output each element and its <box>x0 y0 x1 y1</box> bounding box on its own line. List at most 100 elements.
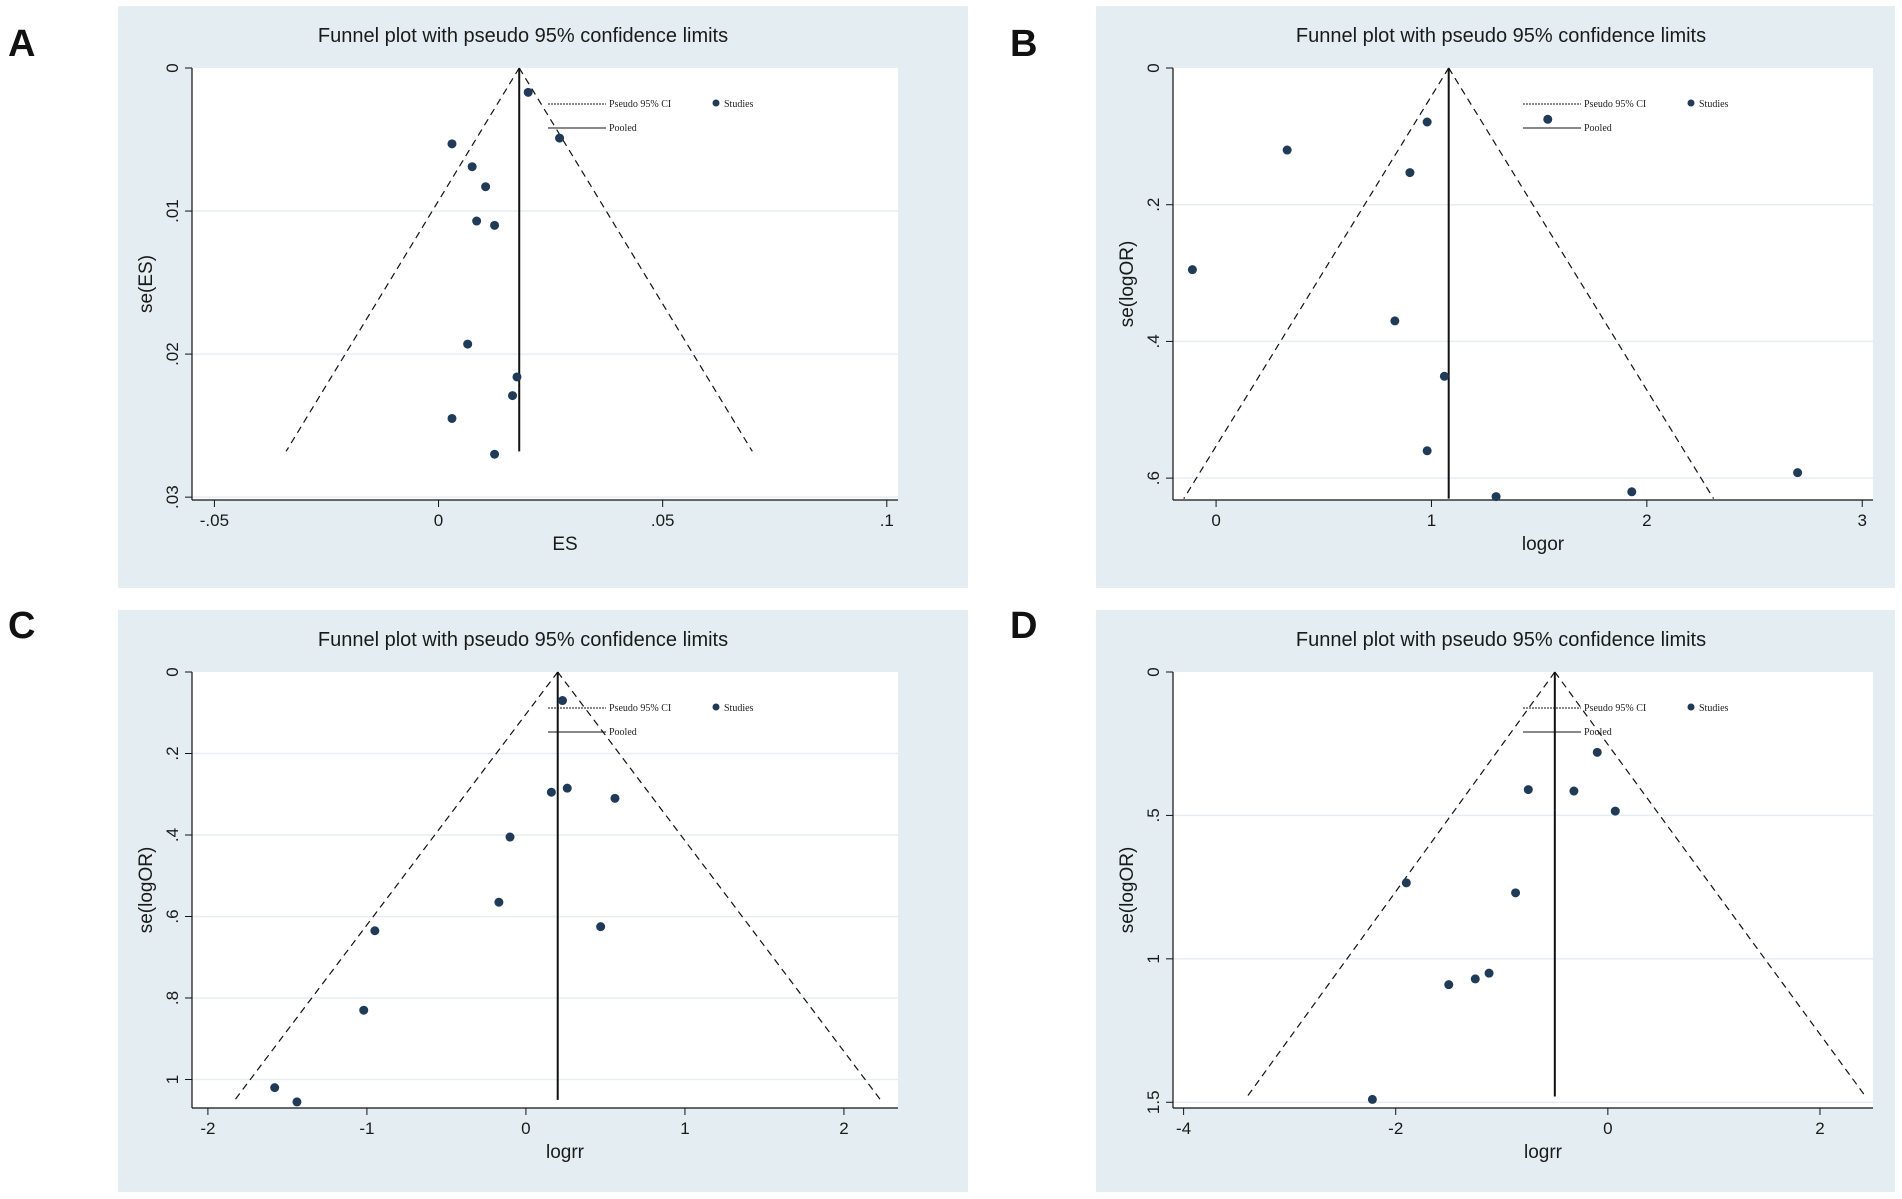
study-point <box>1793 468 1803 478</box>
legend-studies-label: Studies <box>724 99 754 110</box>
ci-left-line <box>1183 67 1450 499</box>
plot-title: Funnel plot with pseudo 95% confidence l… <box>1296 25 1706 47</box>
study-point <box>596 922 606 932</box>
study-point <box>1405 168 1415 178</box>
study-point <box>505 832 515 842</box>
study-point <box>1511 888 1521 898</box>
x-tick-label: 1 <box>1427 511 1436 530</box>
x-tick-label: -.05 <box>200 511 229 530</box>
legend-pooled-label: Pooled <box>609 727 637 738</box>
y-axis-title: se(ES) <box>136 255 157 313</box>
study-point <box>1367 1094 1377 1104</box>
x-tick-label: 3 <box>1857 511 1866 530</box>
study-point <box>490 220 500 230</box>
funnel-panel-b: B Funnel plot with pseudo 95% confidence … <box>1010 6 1895 588</box>
study-point <box>555 133 565 143</box>
plot-area <box>1173 68 1873 500</box>
panel-letter: A <box>8 23 35 65</box>
study-point <box>359 1005 369 1015</box>
ci-right-line <box>557 671 881 1101</box>
legend-pooled-label: Pooled <box>609 123 637 134</box>
study-point <box>557 696 567 706</box>
y-tick-label: 1 <box>1144 954 1163 963</box>
plot-area <box>192 68 898 500</box>
x-tick-label: 0 <box>1603 1119 1612 1138</box>
y-tick-label: .5 <box>1144 808 1163 822</box>
panel-letter: D <box>1010 605 1037 647</box>
study-point <box>1470 974 1480 984</box>
legend-studies-marker <box>712 703 720 711</box>
x-tick-label: -4 <box>1176 1119 1191 1138</box>
ci-right-line <box>518 67 753 452</box>
y-tick-label: .4 <box>1144 334 1163 348</box>
y-tick-label: 0 <box>1144 667 1163 676</box>
funnel-panel-d: D Funnel plot with pseudo 95% confidence … <box>1010 605 1895 1192</box>
x-axis-title: logor <box>1522 534 1565 555</box>
y-tick-label: 1.5 <box>1144 1090 1163 1114</box>
study-point <box>1401 878 1411 888</box>
study-point <box>1610 806 1620 816</box>
panel-letter: C <box>8 605 35 647</box>
legend-ci-label: Pseudo 95% CI <box>609 703 671 714</box>
x-tick-label: -2 <box>200 1119 215 1138</box>
study-point <box>270 1083 280 1093</box>
study-point <box>1484 968 1494 978</box>
legend-pooled-label: Pooled <box>1584 123 1612 134</box>
legend-studies-label: Studies <box>724 703 754 714</box>
study-point <box>481 182 491 192</box>
study-point <box>292 1097 302 1107</box>
x-tick-label: 1 <box>680 1119 689 1138</box>
study-point <box>1422 117 1432 127</box>
study-point <box>562 783 572 793</box>
legend-studies-label: Studies <box>1699 99 1729 110</box>
study-point <box>1390 316 1400 326</box>
legend-ci-label: Pseudo 95% CI <box>1584 99 1646 110</box>
ci-left-line <box>234 671 559 1101</box>
legend-studies-marker <box>1687 99 1695 107</box>
plot-area <box>192 672 898 1108</box>
y-tick-label: .02 <box>163 342 182 366</box>
y-tick-label: .2 <box>163 746 182 760</box>
x-tick-label: .05 <box>651 511 675 530</box>
study-point <box>508 391 518 401</box>
study-point <box>1523 785 1533 795</box>
y-tick-label: .8 <box>163 991 182 1005</box>
study-point <box>1444 980 1454 990</box>
study-point <box>1592 747 1602 757</box>
study-point <box>494 897 504 907</box>
study-point <box>1491 492 1501 502</box>
study-point <box>490 449 500 459</box>
x-tick-label: -1 <box>359 1119 374 1138</box>
plot-title: Funnel plot with pseudo 95% confidence l… <box>318 25 728 47</box>
study-point <box>523 87 533 97</box>
x-tick-label: 0 <box>434 511 443 530</box>
plot-title: Funnel plot with pseudo 95% confidence l… <box>1296 629 1706 651</box>
study-point <box>1569 786 1579 796</box>
y-axis-title: se(logOR) <box>136 847 157 934</box>
x-axis-title: logrr <box>546 1142 585 1163</box>
x-tick-label: 0 <box>521 1119 530 1138</box>
y-tick-label: .2 <box>1144 198 1163 212</box>
study-point <box>447 139 457 149</box>
y-axis-title: se(logOR) <box>1117 847 1138 934</box>
y-tick-label: .03 <box>163 485 182 509</box>
legend-pooled-label: Pooled <box>1584 727 1612 738</box>
study-point <box>1282 145 1292 155</box>
ci-right-line <box>1448 67 1715 499</box>
plot-area <box>1173 672 1873 1108</box>
x-tick-label: 0 <box>1211 511 1220 530</box>
x-tick-label: 2 <box>839 1119 848 1138</box>
ci-left-line <box>285 67 520 452</box>
y-tick-label: .4 <box>163 828 182 842</box>
study-point <box>610 793 620 803</box>
panel-letter: B <box>1010 23 1037 65</box>
study-point <box>1627 487 1637 497</box>
legend-studies-marker <box>1687 703 1695 711</box>
x-tick-label: 2 <box>1815 1119 1824 1138</box>
funnel-panel-c: C Funnel plot with pseudo 95% confidence … <box>8 605 968 1192</box>
x-tick-label: -2 <box>1388 1119 1403 1138</box>
y-tick-label: .01 <box>163 199 182 223</box>
study-point <box>472 216 482 226</box>
ci-left-line <box>1246 671 1556 1097</box>
